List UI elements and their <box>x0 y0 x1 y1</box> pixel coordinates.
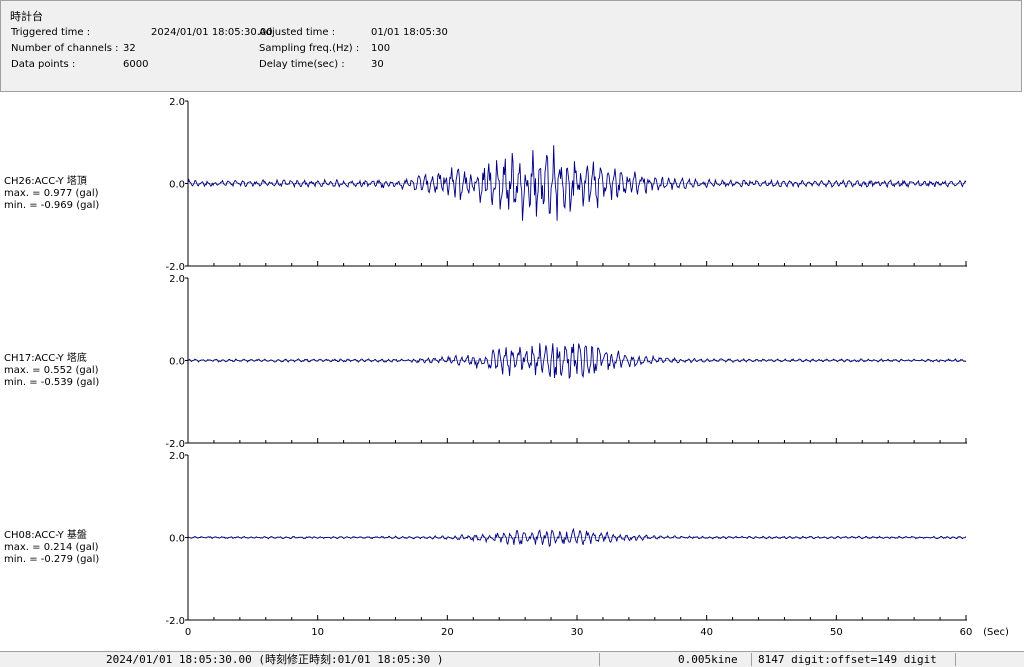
channels-label: Number of channels : <box>11 43 119 54</box>
waveform-plot-area: CH26:ACC-Y 塔頂 max. = 0.977 (gal) min. = … <box>0 94 1024 651</box>
x-tick-label-30: 30 <box>571 627 584 638</box>
station-name: 時計台 <box>10 10 43 23</box>
status-time: 2024/01/01 18:05:30.00 (時刻修正時刻:01/01 18:… <box>2 653 600 666</box>
record-header: 時計台 Triggered time : 2024/01/01 18:05:30… <box>0 0 1022 92</box>
data-points-value: 6000 <box>123 59 149 70</box>
y-tick-label-1-1: 0.0 <box>169 180 185 191</box>
x-unit-label: (Sec) <box>983 627 1009 638</box>
channel-2-label: CH17:ACC-Y 塔底 max. = 0.552 (gal) min. = … <box>4 353 99 389</box>
waveform-chart-svg: 2.00.0-2.02.00.0-2.02.00.0-2.00 10 20 30 40 5… <box>165 97 1009 638</box>
x-tick-label-20: 20 <box>441 627 454 638</box>
adjusted-time-label: Adjusted time : <box>259 27 336 38</box>
y-tick-label-3-1: 0.0 <box>169 534 185 545</box>
waveform-trace-1 <box>187 145 967 221</box>
delay-time-label: Delay time(sec) : <box>259 59 345 70</box>
adjusted-time-value: 01/01 18:05:30 <box>371 27 448 38</box>
x-tick-label-50: 50 <box>830 627 843 638</box>
channel-3-name: CH08:ACC-Y 基盤 <box>4 530 87 541</box>
y-tick-label-1-0: 2.0 <box>169 97 185 108</box>
data-points-label: Data points : <box>11 59 76 70</box>
y-tick-label-3-2: -2.0 <box>165 616 185 627</box>
channel-2-name: CH17:ACC-Y 塔底 <box>4 353 87 364</box>
triggered-time-label: Triggered time : <box>11 27 91 38</box>
y-tick-label-2-1: 0.0 <box>169 357 185 368</box>
channel-1-name: CH26:ACC-Y 塔頂 <box>4 176 87 187</box>
x-tick-label-60: 60 <box>960 627 973 638</box>
x-tick-label-0: 0 <box>185 627 191 638</box>
channel-1-max: max. = 0.977 (gal) <box>4 188 99 199</box>
sampling-freq-label: Sampling freq.(Hz) : <box>259 43 360 54</box>
channel-1-label: CH26:ACC-Y 塔頂 max. = 0.977 (gal) min. = … <box>4 176 99 212</box>
status-bar: 2024/01/01 18:05:30.00 (時刻修正時刻:01/01 18:… <box>0 651 1024 667</box>
channel-3-max: max. = 0.214 (gal) <box>4 542 99 553</box>
x-tick-label-10: 10 <box>311 627 324 638</box>
channel-1-min: min. = -0.969 (gal) <box>4 200 100 211</box>
y-tick-label-1-2: -2.0 <box>165 262 185 273</box>
y-tick-label-3-0: 2.0 <box>169 451 185 462</box>
triggered-time-value: 2024/01/01 18:05:30.00 <box>151 27 273 38</box>
delay-time-value: 30 <box>371 59 384 70</box>
sampling-freq-value: 100 <box>371 43 391 54</box>
status-digit: 8147 digit:offset=149 digit <box>754 653 956 666</box>
x-tick-label-40: 40 <box>700 627 713 638</box>
y-tick-label-2-2: -2.0 <box>165 439 185 450</box>
channel-3-min: min. = -0.279 (gal) <box>4 554 100 565</box>
waveform-trace-3 <box>187 527 967 548</box>
status-unit: 0.005kine <box>602 653 752 666</box>
y-tick-label-2-0: 2.0 <box>169 274 185 285</box>
waveform-trace-2 <box>187 343 967 379</box>
channel-2-min: min. = -0.539 (gal) <box>4 377 100 388</box>
channel-3-label: CH08:ACC-Y 基盤 max. = 0.214 (gal) min. = … <box>4 530 99 566</box>
channels-value: 32 <box>123 43 136 54</box>
channel-2-max: max. = 0.552 (gal) <box>4 365 99 376</box>
